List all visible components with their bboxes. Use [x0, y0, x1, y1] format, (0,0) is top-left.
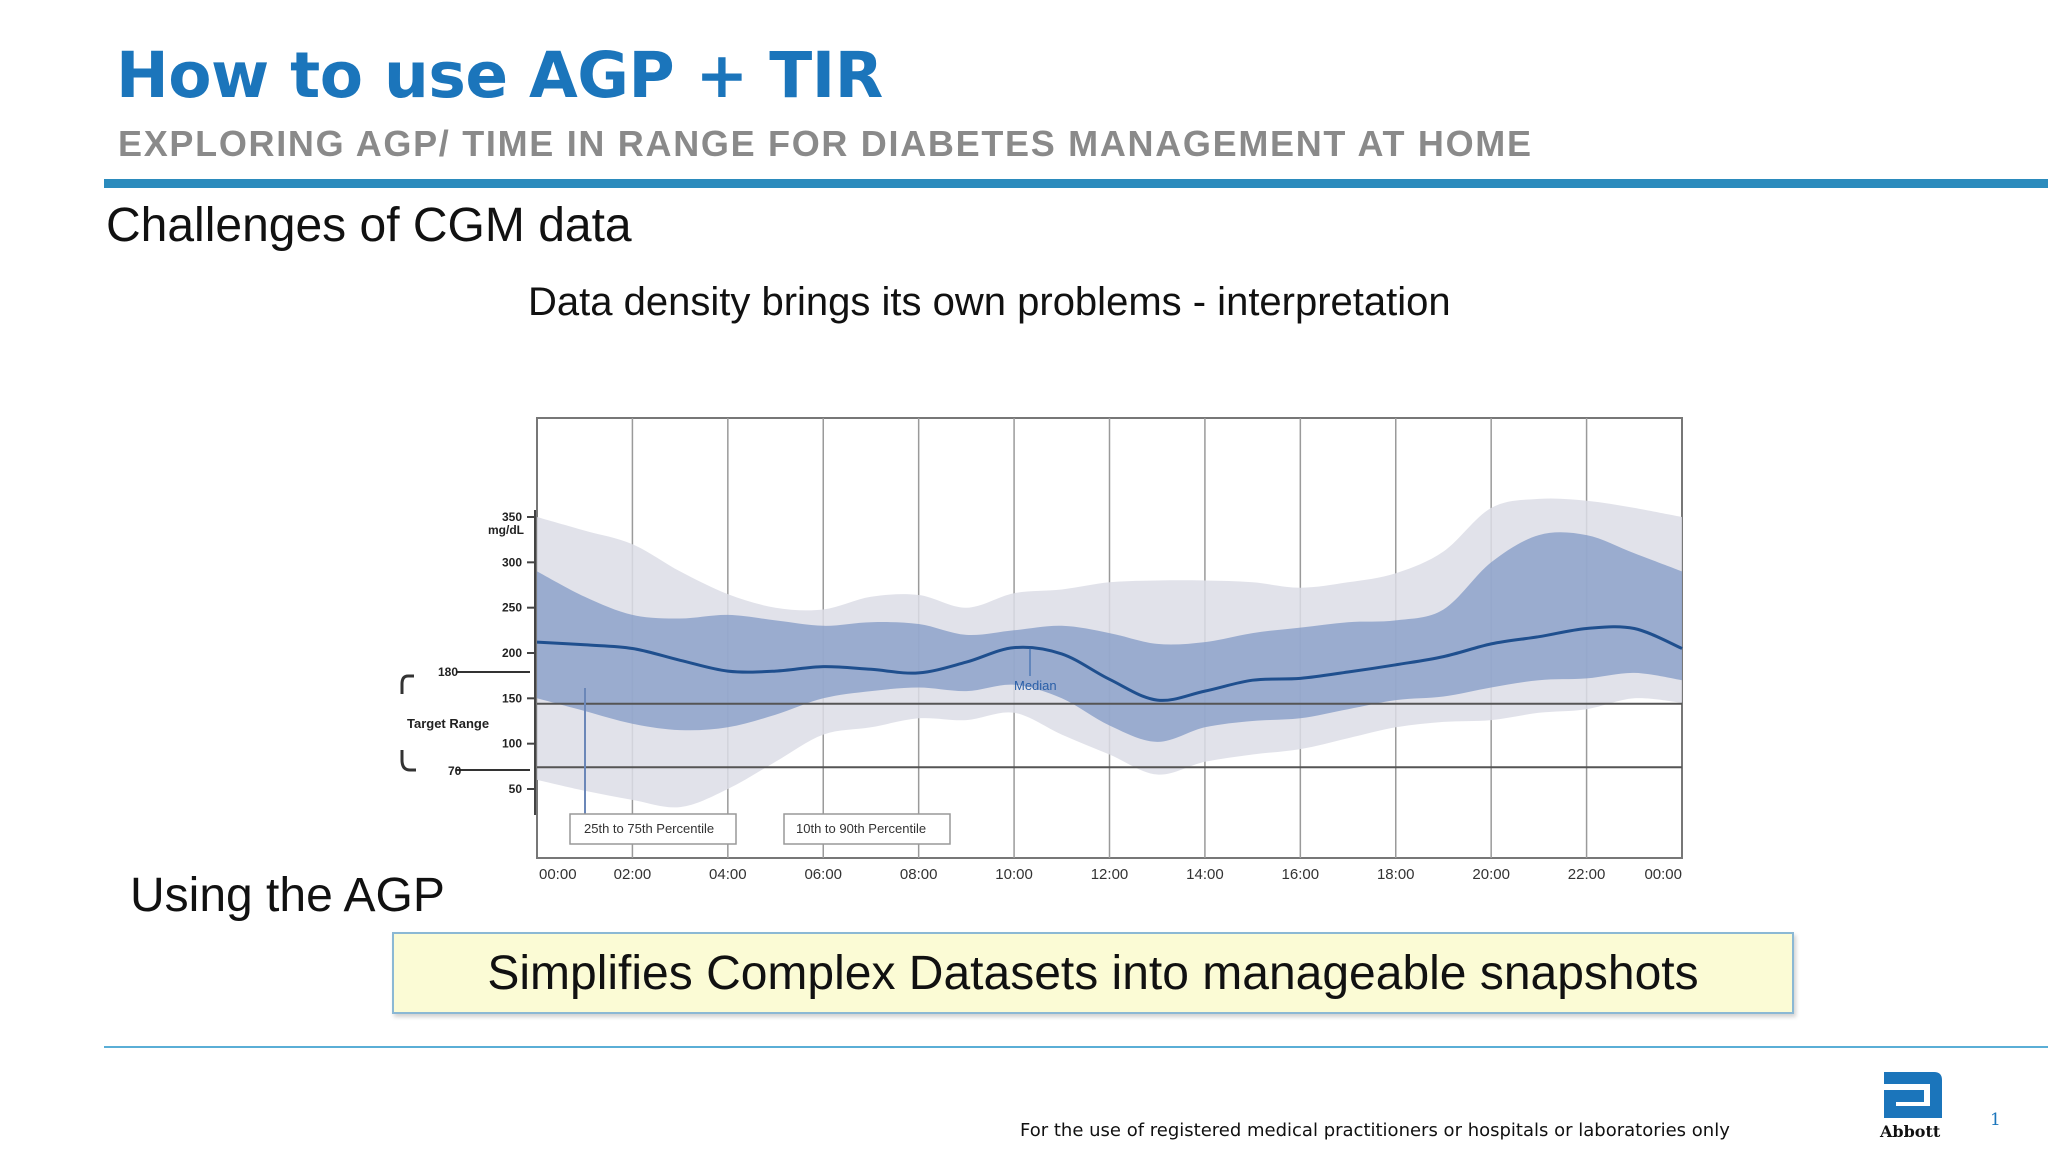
x-ticks: 00:00 02:00 04:00 06:00 08:00 10:00 12:00 14:00… [539, 866, 1682, 883]
legend-label-10-90: 10th to 90th Percentile [796, 821, 926, 836]
x-tick-label: 08:00 [900, 866, 938, 883]
legend-box-25-75 [569, 813, 737, 845]
y-unit-label: mg/dL [488, 523, 524, 537]
x-tick-label: 06:00 [804, 866, 842, 883]
x-tick-label: 14:00 [1186, 866, 1224, 883]
x-tick-label: 10:00 [995, 866, 1033, 883]
x-tick-label: 12:00 [1091, 866, 1129, 883]
logo-wordmark: Abbott [1880, 1122, 1941, 1141]
y-tick-label: 50 [509, 782, 523, 796]
target-lower-label: 70 [448, 764, 462, 778]
page-number: 1 [1990, 1110, 2001, 1130]
x-tick-label: 04:00 [709, 866, 747, 883]
abbott-logo-icon [1884, 1072, 1942, 1118]
y-tick-label: 300 [502, 555, 522, 569]
y-tick-label: 350 [502, 510, 522, 524]
y-tick-label: 250 [502, 601, 522, 615]
x-tick-label: 00:00 [539, 866, 577, 883]
section-heading: Challenges of CGM data [106, 199, 632, 252]
x-tick-label: 02:00 [614, 866, 652, 883]
y-tick-label: 100 [502, 737, 522, 751]
x-tick-label: 16:00 [1282, 866, 1320, 883]
callout-box: Simplifies Complex Datasets into managea… [392, 932, 1794, 1014]
legend-box-10-90 [783, 813, 951, 845]
y-ticks: 350 300 250 200 150 100 50 [502, 510, 535, 796]
x-tick-label: 00:00 [1644, 866, 1682, 883]
median-annotation: Median [1014, 678, 1057, 693]
slide-title: How to use AGP + TIR [116, 39, 883, 112]
y-tick-label: 200 [502, 646, 522, 660]
x-tick-label: 22:00 [1568, 866, 1606, 883]
header-divider [104, 179, 2048, 188]
median-line [536, 625, 1683, 702]
band-25-75 [537, 532, 1682, 742]
slide-subtitle: EXPLORING AGP/ TIME IN RANGE FOR DIABETE… [118, 123, 1533, 164]
chart-caption: Data density brings its own problems - i… [528, 280, 1451, 324]
footer-divider [104, 1046, 2048, 1048]
target-upper-label: 180 [438, 665, 458, 679]
legend-label-25-75: 25th to 75th Percentile [584, 821, 714, 836]
x-tick-label: 18:00 [1377, 866, 1415, 883]
agp-heading: Using the AGP [130, 869, 445, 922]
x-tick-label: 20:00 [1472, 866, 1510, 883]
footer-disclaimer: For the use of registered medical practi… [1020, 1120, 1730, 1141]
y-tick-label: 150 [502, 691, 522, 705]
target-range-bracket-lower [400, 750, 416, 772]
callout-text: Simplifies Complex Datasets into managea… [487, 946, 1699, 1000]
target-range-label: Target Range [407, 716, 489, 731]
target-range-bracket [400, 674, 414, 694]
